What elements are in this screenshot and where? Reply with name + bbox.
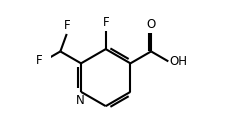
Text: F: F <box>63 19 70 32</box>
Text: N: N <box>76 94 85 107</box>
Text: O: O <box>146 18 156 31</box>
Text: F: F <box>36 54 43 67</box>
Text: OH: OH <box>170 55 188 68</box>
Text: F: F <box>102 16 109 29</box>
